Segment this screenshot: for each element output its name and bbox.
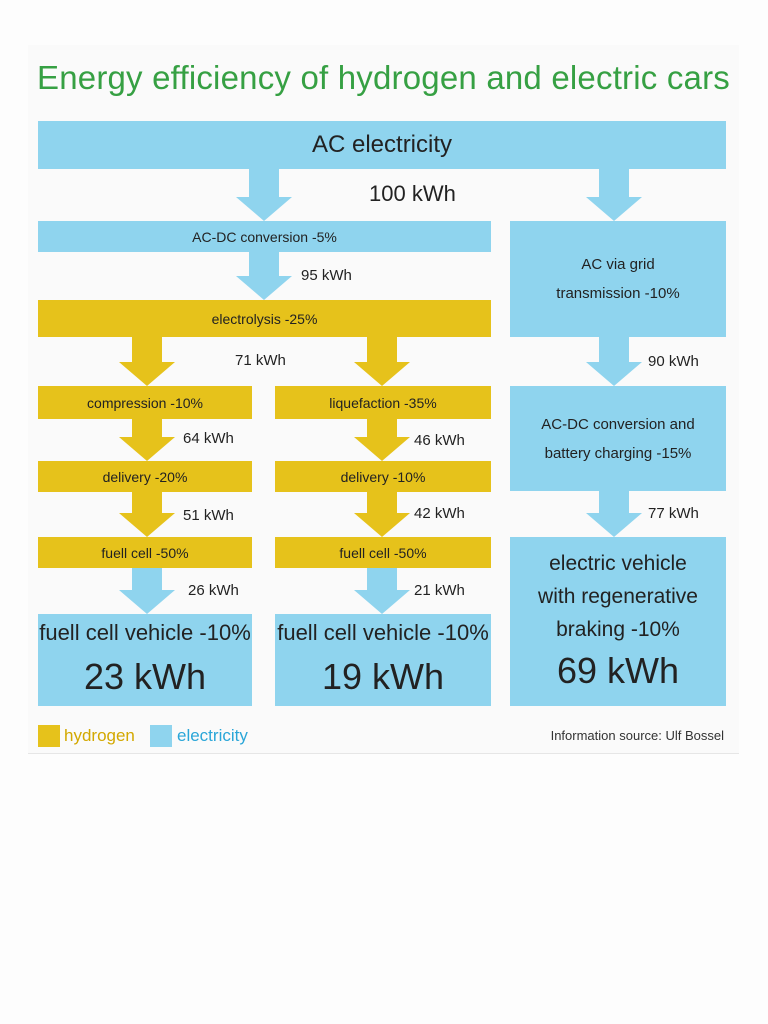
delivery-left-label: delivery -20% xyxy=(102,468,188,485)
legend-hydrogen-label: hydrogen xyxy=(64,726,135,745)
fuelcell-vehicle-right-box: fuell cell vehicle -10% 19 kWh xyxy=(275,614,491,706)
battery-charging-line1: AC-DC conversion and xyxy=(541,415,695,433)
kwh-71: 71 kWh xyxy=(235,352,286,369)
kwh-90: 90 kWh xyxy=(648,353,699,370)
electrolysis-label: electrolysis -25% xyxy=(211,310,318,327)
legend-electricity-swatch xyxy=(150,725,172,747)
kwh-21: 21 kWh xyxy=(414,582,465,599)
ac-electricity-label: AC electricity xyxy=(311,131,453,158)
fuelcell-vehicle-left-box: fuell cell vehicle -10% 23 kWh xyxy=(38,614,252,706)
electric-vehicle-value: 69 kWh xyxy=(556,650,680,691)
kwh-77: 77 kWh xyxy=(648,505,699,522)
fuelcell-right-label: fuell cell -50% xyxy=(339,544,427,561)
fuelcell-vehicle-right-label: fuell cell vehicle -10% xyxy=(277,620,489,645)
page-title: Energy efficiency of hydrogen and electr… xyxy=(37,59,730,96)
electric-vehicle-box: electric vehicle with regenerative braki… xyxy=(510,537,726,706)
electric-vehicle-line1: electric vehicle xyxy=(549,552,687,575)
kwh-51: 51 kWh xyxy=(183,507,234,524)
kwh-100: 100 kWh xyxy=(369,181,456,206)
compression-box: compression -10% xyxy=(38,386,252,419)
kwh-26: 26 kWh xyxy=(188,582,239,599)
grid-transmission-line1: AC via grid xyxy=(581,256,655,273)
compression-label: compression -10% xyxy=(87,394,203,411)
fuelcell-vehicle-right-value: 19 kWh xyxy=(321,656,445,697)
legend-hydrogen-swatch xyxy=(38,725,60,747)
liquefaction-label: liquefaction -35% xyxy=(329,394,437,411)
kwh-95: 95 kWh xyxy=(301,267,352,284)
acdc-conversion-label: AC-DC conversion -5% xyxy=(192,228,337,245)
battery-charging-line2: battery charging -15% xyxy=(544,444,692,462)
delivery-right-label: delivery -10% xyxy=(340,468,426,485)
fuelcell-left-box: fuell cell -50% xyxy=(38,537,252,568)
legend-electricity-label: electricity xyxy=(177,726,248,745)
acdc-conversion-box: AC-DC conversion -5% xyxy=(38,221,491,252)
electric-vehicle-line2: with regenerative xyxy=(538,585,698,608)
fuelcell-vehicle-left-value: 23 kWh xyxy=(83,656,207,697)
delivery-right-box: delivery -10% xyxy=(275,461,491,492)
delivery-left-box: delivery -20% xyxy=(38,461,252,492)
fuelcell-vehicle-left-label: fuell cell vehicle -10% xyxy=(39,620,251,645)
electrolysis-box: electrolysis -25% xyxy=(38,300,491,337)
information-source: Information source: Ulf Bossel xyxy=(550,728,724,743)
ac-electricity-bar: AC electricity xyxy=(38,121,726,169)
fuelcell-left-label: fuell cell -50% xyxy=(101,544,189,561)
grid-transmission-line2: transmission -10% xyxy=(556,285,680,302)
kwh-46: 46 kWh xyxy=(414,432,465,449)
kwh-42: 42 kWh xyxy=(414,505,465,522)
electric-vehicle-line3: braking -10% xyxy=(556,618,680,641)
liquefaction-box: liquefaction -35% xyxy=(275,386,491,419)
fuelcell-right-box: fuell cell -50% xyxy=(275,537,491,568)
battery-charging-box: AC-DC conversion and battery charging -1… xyxy=(510,386,726,491)
kwh-64: 64 kWh xyxy=(183,430,234,447)
grid-transmission-box: AC via grid transmission -10% xyxy=(510,221,726,337)
